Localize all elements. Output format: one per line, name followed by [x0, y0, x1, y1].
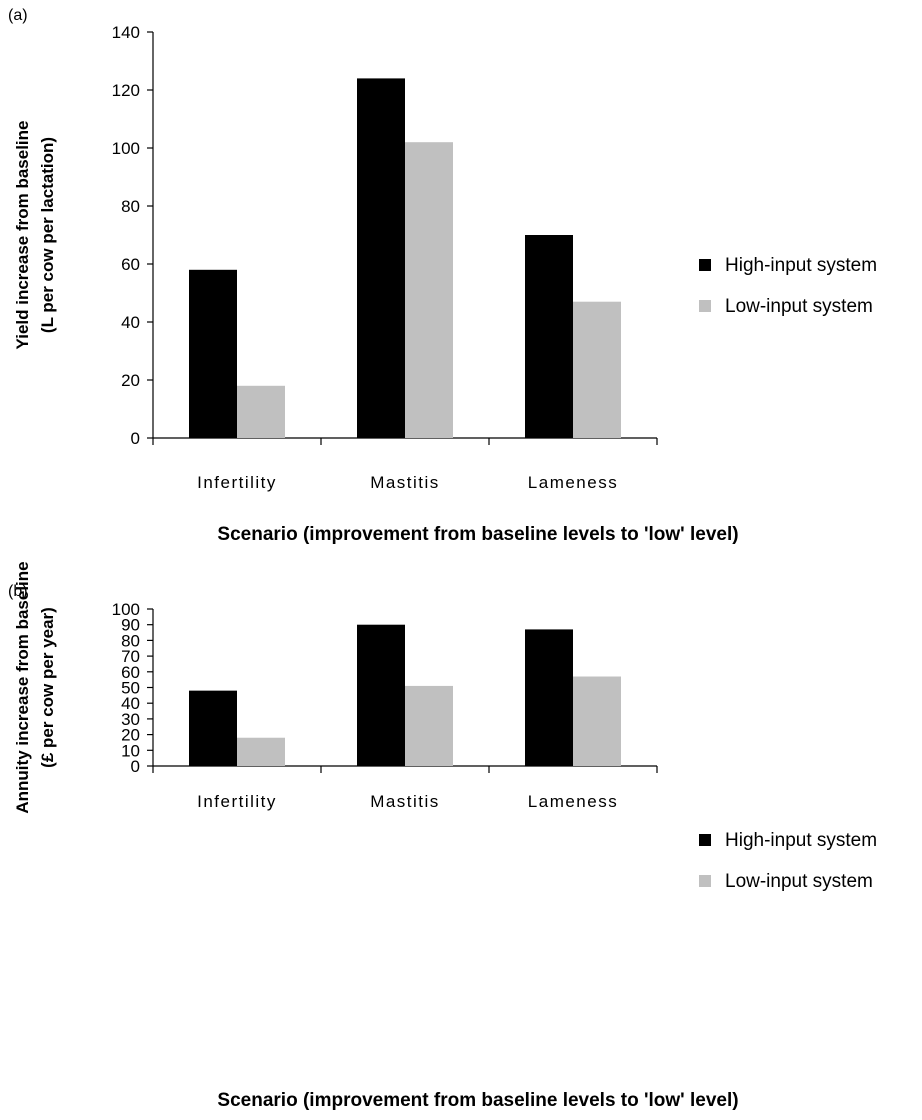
- panel-b-y-tick-label: 50: [121, 679, 140, 698]
- panel-b-y-tick-label: 20: [121, 726, 140, 745]
- panel-a-category-label: Mastitis: [370, 473, 440, 492]
- panel-a-bar-infertility-high-input: [189, 269, 237, 438]
- panel-b-y-tick-label: 100: [112, 600, 140, 619]
- panel-b-y-tick-label: 10: [121, 741, 140, 760]
- panel-b-category-label: Infertility: [197, 792, 277, 811]
- panel-a-bar-lameness-high-input: [525, 235, 573, 438]
- panel-b-y-tick-label: 70: [121, 647, 140, 666]
- panel-a-y-tick-label: 100: [112, 139, 140, 158]
- panel-b-bar-infertility-low-input: [237, 737, 285, 766]
- panel-b-category-label: Mastitis: [370, 792, 440, 811]
- panel-b-y-tick-label: 60: [121, 663, 140, 682]
- panel-a-legend-label-low-input: Low-input system: [725, 296, 873, 317]
- panel-b-y-tick-label: 0: [131, 757, 140, 776]
- panel-b-y-tick-label: 40: [121, 694, 140, 713]
- panel-a-category-label: Lameness: [528, 473, 618, 492]
- panel-a-bar-lameness-low-input: [573, 301, 621, 438]
- panel-a-category-label: Infertility: [197, 473, 277, 492]
- panel-b-y-tick-label: 80: [121, 631, 140, 650]
- panel-b-y-tick-label: 30: [121, 710, 140, 729]
- panel-b-category-label: Lameness: [528, 792, 618, 811]
- panel-b-bar-mastitis-high-input: [357, 624, 405, 766]
- panel-b-bar-lameness-high-input: [525, 629, 573, 766]
- panel-b-legend-label-low-input: Low-input system: [725, 871, 873, 892]
- panel-b-bar-mastitis-low-input: [405, 685, 453, 766]
- panel-a-y-tick-label: 60: [121, 255, 140, 274]
- panel-a-legend-swatch-high-input: [699, 259, 711, 271]
- panel-a-bar-mastitis-high-input: [357, 78, 405, 439]
- panel-a-y-tick-label: 20: [121, 371, 140, 390]
- panel-a-y-tick-label: 80: [121, 197, 140, 216]
- panel-b-label: (b): [8, 583, 28, 600]
- panel-b-bar-lameness-low-input: [573, 676, 621, 766]
- panel-a-y-tick-label: 140: [112, 23, 140, 42]
- panel-a-bar-infertility-low-input: [237, 385, 285, 438]
- panel-b-legend-swatch-low-input: [699, 875, 711, 887]
- panel-a-x-axis-title: Scenario (improvement from baseline leve…: [217, 524, 738, 545]
- panel-a-y-axis-subtitle: (L per cow per lactation): [38, 137, 57, 333]
- panel-b-x-axis-title: Scenario (improvement from baseline leve…: [217, 1090, 738, 1111]
- panel-a-legend-swatch-low-input: [699, 300, 711, 312]
- panel-b-y-tick-label: 90: [121, 616, 140, 635]
- panel-a-y-tick-label: 120: [112, 81, 140, 100]
- panel-a-bar-mastitis-low-input: [405, 142, 453, 438]
- panel-b-legend-swatch-high-input: [699, 834, 711, 846]
- panel-a-legend-label-high-input: High-input system: [725, 255, 877, 276]
- panel-a-label: (a): [8, 7, 28, 24]
- panel-b-bar-infertility-high-input: [189, 690, 237, 766]
- panel-b-legend-label-high-input: High-input system: [725, 830, 877, 851]
- panel-a-y-axis-title: Yield increase from baseline: [13, 121, 32, 350]
- panel-a-y-tick-label: 0: [131, 429, 140, 448]
- panel-b-y-axis-subtitle: (£ per cow per year): [38, 607, 57, 768]
- panel-a-y-tick-label: 40: [121, 313, 140, 332]
- panel-b-y-axis-title: Annuity increase from baseline: [13, 561, 32, 813]
